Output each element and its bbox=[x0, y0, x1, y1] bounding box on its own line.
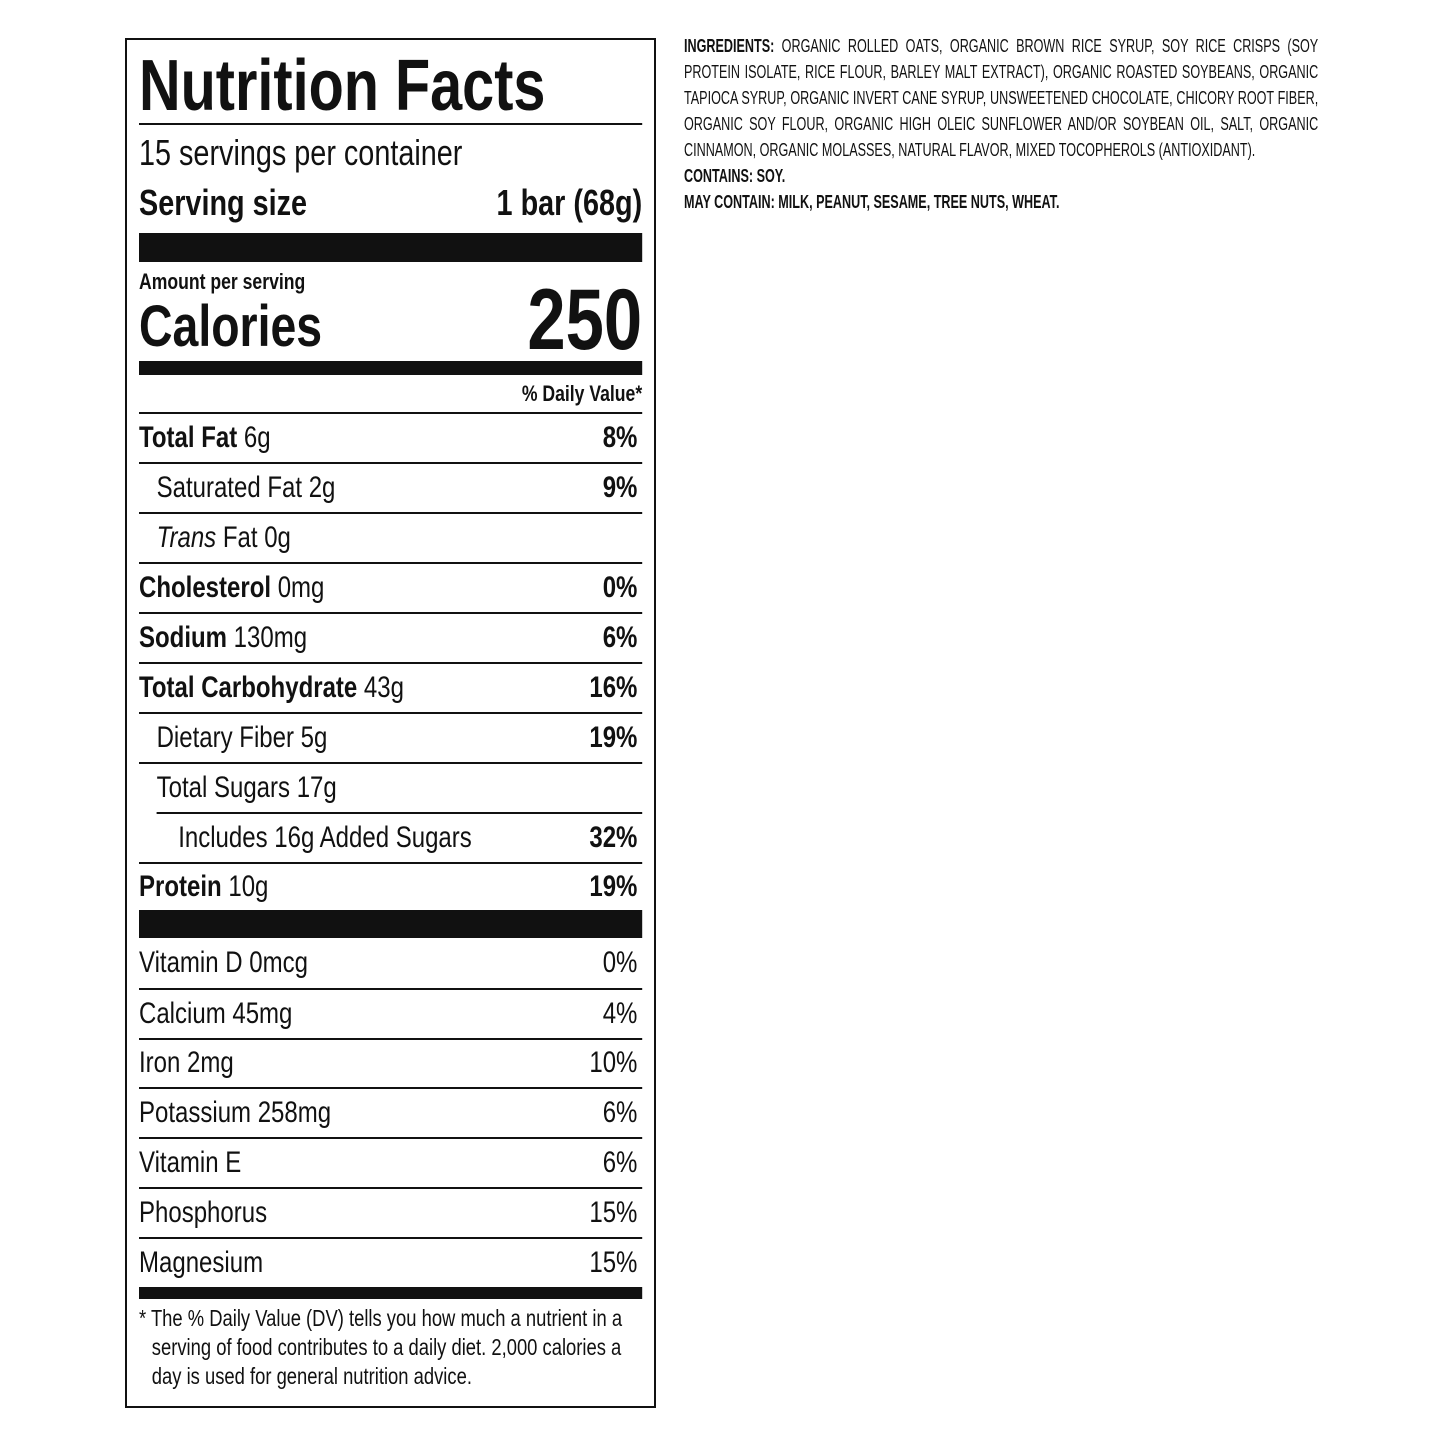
nutrient-row: Dietary Fiber 5g 19% bbox=[139, 712, 643, 762]
vitamin-row: Vitamin E 6% bbox=[139, 1137, 643, 1187]
rule bbox=[139, 123, 643, 125]
nutrient-amount: 0g bbox=[264, 521, 291, 554]
vitamin-name: Iron 2mg bbox=[139, 1046, 234, 1080]
thick-rule bbox=[139, 910, 643, 938]
nutrient-amount: 17g bbox=[296, 771, 337, 804]
nutrient-name: Sodium bbox=[139, 621, 227, 654]
may-contain-label: MAY CONTAIN: bbox=[684, 192, 775, 212]
vitamin-dv: 15% bbox=[589, 1245, 638, 1279]
contains-label: CONTAINS: bbox=[684, 166, 754, 186]
nutrient-row: Protein 10g 19% bbox=[139, 862, 643, 910]
nutrient-amount: 2g bbox=[308, 471, 336, 504]
thick-rule bbox=[139, 233, 643, 262]
vitamin-name: Phosphorus bbox=[139, 1195, 268, 1229]
vitamin-dv: 6% bbox=[602, 1096, 638, 1130]
vitamin-dv: 6% bbox=[602, 1146, 638, 1180]
may-contain-text: MILK, PEANUT, SESAME, TREE NUTS, WHEAT. bbox=[778, 192, 1060, 212]
servings: 15 servings per container bbox=[139, 132, 463, 173]
vitamin-dv: 10% bbox=[589, 1046, 638, 1080]
nutrient-amount: 0mg bbox=[277, 571, 325, 604]
serving-size-label: Serving size bbox=[139, 182, 308, 223]
nutrient-amount: 10g bbox=[228, 870, 269, 903]
vitamin-dv: 0% bbox=[602, 945, 638, 979]
vitamin-row: Calcium 45mg 4% bbox=[139, 987, 643, 1038]
nutrient-name: Saturated Fat bbox=[156, 471, 303, 504]
amount-per-serving: Amount per serving bbox=[139, 269, 306, 294]
vitamin-name: Vitamin D 0mcg bbox=[139, 945, 308, 979]
vitamin-name: Vitamin E bbox=[139, 1146, 242, 1180]
nutrient-row: Cholesterol 0mg 0% bbox=[139, 562, 643, 612]
nutrient-row: Trans Fat 0g bbox=[139, 512, 643, 562]
nutrition-panel: Nutrition Facts 15 servings per containe… bbox=[139, 0, 643, 1445]
nutrient-amount: 5g bbox=[300, 721, 328, 754]
ingredients-text: ORGANIC ROLLED OATS, ORGANIC BROWN RICE … bbox=[684, 36, 1319, 160]
medium-rule bbox=[139, 361, 643, 375]
vitamin-name: Calcium 45mg bbox=[139, 996, 293, 1030]
title: Nutrition Facts bbox=[139, 46, 546, 126]
nutrient-name: Protein bbox=[139, 870, 222, 903]
calories-value: 250 bbox=[527, 272, 643, 368]
vitamin-row: Magnesium 15% bbox=[139, 1236, 643, 1287]
nutrient-row: Total Carbohydrate 43g 16% bbox=[139, 662, 643, 712]
footnote: * The % Daily Value (DV) tells you how m… bbox=[139, 1305, 623, 1389]
dv-header: % Daily Value* bbox=[521, 381, 643, 406]
vitamin-row: Potassium 258mg 6% bbox=[139, 1087, 643, 1137]
vitamin-name: Potassium 258mg bbox=[139, 1096, 332, 1130]
nutrient-amount: 43g bbox=[363, 671, 404, 704]
ingredients: INGREDIENTS: ORGANIC ROLLED OATS, ORGANI… bbox=[684, 33, 1318, 215]
nutrient-name: Total Sugars bbox=[156, 771, 291, 804]
contains-text: SOY. bbox=[756, 166, 786, 186]
nutrient-dv: 16% bbox=[589, 671, 638, 704]
vitamin-row: Phosphorus 15% bbox=[139, 1187, 643, 1237]
nutrient-amount: 6g bbox=[243, 421, 271, 454]
nutrient-dv: 6% bbox=[602, 621, 638, 654]
nutrient-name: Dietary Fiber bbox=[156, 721, 294, 754]
vitamin-dv: 15% bbox=[589, 1195, 638, 1229]
nutrient-dv: 32% bbox=[589, 821, 638, 854]
ingredients-label: INGREDIENTS: bbox=[684, 36, 775, 56]
nutrient-row: Total Sugars 17g bbox=[139, 762, 643, 812]
vitamin-row: Vitamin D 0mcg 0% bbox=[139, 938, 642, 988]
nutrient-row: Total Fat 6g 8% bbox=[139, 412, 643, 462]
nutrient-name: Fat bbox=[222, 521, 258, 554]
medium-rule bbox=[139, 1287, 643, 1299]
nutrient-dv: 0% bbox=[602, 571, 638, 604]
nutrient-row: Sodium 130mg 6% bbox=[139, 612, 643, 662]
nutrient-dv: 8% bbox=[602, 421, 638, 454]
nutrient-name-italic: Trans bbox=[156, 521, 217, 554]
nutrient-dv: 19% bbox=[589, 721, 638, 754]
nutrient-row: Saturated Fat 2g 9% bbox=[139, 462, 643, 512]
nutrient-name: Total Carbohydrate bbox=[139, 671, 358, 704]
nutrient-amount: 130mg bbox=[233, 621, 308, 654]
nutrient-dv: 19% bbox=[589, 870, 638, 903]
vitamin-row: Iron 2mg 10% bbox=[139, 1037, 643, 1088]
ingredients-paragraph: INGREDIENTS: ORGANIC ROLLED OATS, ORGANI… bbox=[684, 33, 1318, 163]
contains-line: CONTAINS: SOY. bbox=[684, 163, 1318, 189]
serving-size-value: 1 bar (68g) bbox=[496, 182, 643, 223]
nutrient-dv: 9% bbox=[602, 471, 638, 504]
nutrient-row: Includes 16g Added Sugars 32% bbox=[156, 812, 643, 862]
nutrient-name: Cholesterol bbox=[139, 571, 272, 604]
vitamin-dv: 4% bbox=[602, 996, 638, 1030]
vitamin-name: Magnesium bbox=[139, 1245, 264, 1279]
may-contain-line: MAY CONTAIN: MILK, PEANUT, SESAME, TREE … bbox=[684, 189, 1318, 215]
label-border bbox=[125, 38, 656, 1408]
calories-label: Calories bbox=[139, 294, 323, 359]
nutrient-name: Total Fat bbox=[139, 421, 238, 454]
nutrient-name: Includes 16g Added Sugars bbox=[178, 821, 472, 854]
